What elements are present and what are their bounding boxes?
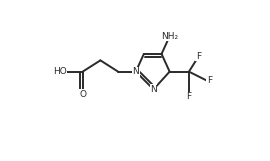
Text: F: F — [186, 92, 191, 101]
Text: O: O — [79, 90, 86, 99]
Text: N: N — [150, 85, 157, 94]
Text: F: F — [207, 76, 212, 85]
Text: NH₂: NH₂ — [161, 32, 178, 41]
Text: HO: HO — [53, 67, 67, 76]
Text: N: N — [132, 67, 139, 76]
Text: F: F — [196, 52, 201, 61]
